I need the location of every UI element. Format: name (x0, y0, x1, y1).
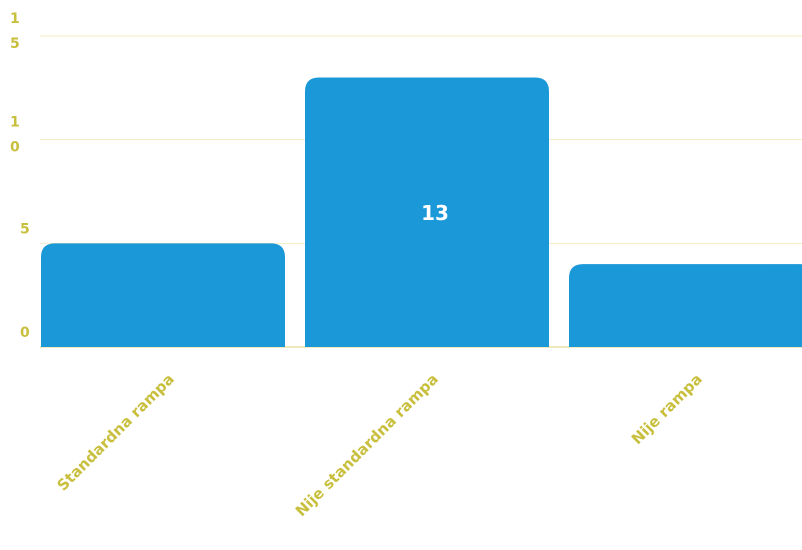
bar-2[interactable] (305, 77, 549, 347)
bar-3[interactable] (569, 264, 802, 347)
data-labels: 13 (421, 201, 449, 225)
x-tick-label: Standardna rampa (54, 370, 178, 494)
y-tick-label: 5 (20, 221, 30, 237)
y-tick-label: 0 (20, 325, 30, 341)
x-tick-label: Nije rampa (628, 370, 706, 448)
bar-1[interactable] (41, 243, 285, 347)
x-axis-ticks: Standardna rampa Nije standardna rampa Nij… (54, 370, 706, 520)
data-label: 13 (421, 201, 449, 225)
y-axis-ticks: 0 5 1 0 1 5 (10, 11, 30, 341)
bars (41, 77, 802, 347)
x-tick-label: Nije standardna rampa (292, 370, 442, 520)
